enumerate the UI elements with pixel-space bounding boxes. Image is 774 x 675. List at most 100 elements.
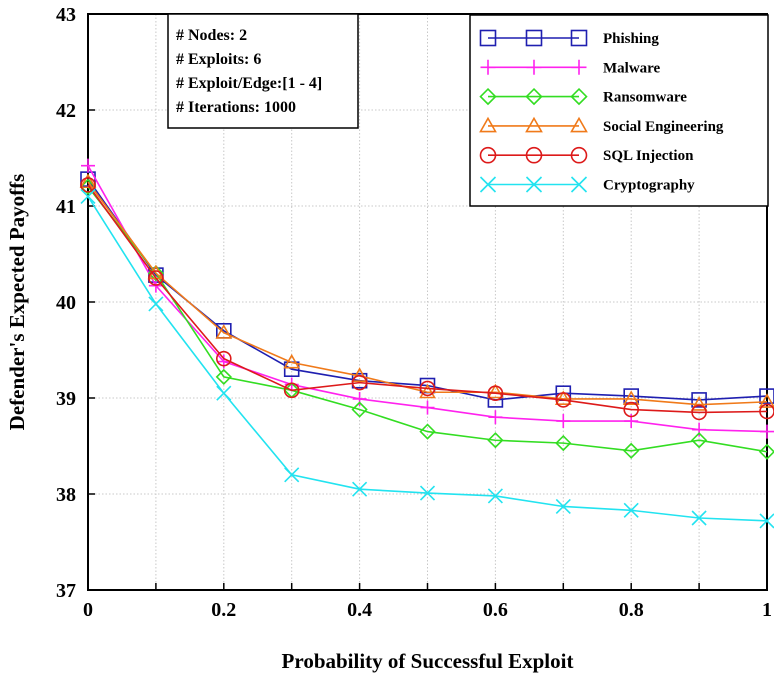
data-point-sql-injection bbox=[148, 270, 164, 286]
legend: Phishing Malware Ransomware Social Engineer… bbox=[469, 14, 769, 207]
legend-marker-cryptography bbox=[525, 176, 543, 193]
series-group bbox=[79, 158, 774, 529]
axis-ticks: 0 0.2 0.4 0.6 0.8 1 37 38 39 40 41 42 43 bbox=[56, 4, 772, 621]
data-point-sql-injection bbox=[283, 382, 300, 399]
data-point-malware bbox=[420, 400, 435, 415]
legend-marker-ransomware bbox=[525, 87, 543, 106]
data-point-ransomware bbox=[419, 423, 436, 440]
legend-marker-social-engineering bbox=[479, 116, 497, 133]
annotation-exploits: # Exploits: 6 bbox=[176, 51, 261, 68]
data-point-social-engineering bbox=[215, 324, 233, 339]
legend-marker-malware bbox=[571, 59, 587, 75]
legend-label-malware: Malware bbox=[603, 60, 661, 76]
data-point-sql-injection bbox=[80, 177, 96, 193]
y-tick-label: 37 bbox=[56, 580, 76, 602]
series-sql-injection bbox=[80, 177, 774, 421]
legend-label-ransomware: Ransomware bbox=[603, 90, 687, 106]
legend-marker-cryptography bbox=[570, 176, 588, 193]
legend-item-sql-injection: SQL Injection bbox=[479, 146, 694, 164]
data-point-cryptography bbox=[148, 296, 164, 312]
x-tick-label: 0.6 bbox=[483, 599, 508, 621]
data-point-cryptography bbox=[691, 510, 707, 526]
data-point-malware bbox=[556, 414, 571, 429]
data-point-phishing bbox=[691, 392, 707, 408]
legend-marker-phishing bbox=[479, 29, 497, 47]
data-point-ransomware bbox=[351, 401, 368, 418]
legend-marker-sql-injection bbox=[479, 146, 497, 164]
data-point-sql-injection bbox=[216, 350, 232, 367]
x-tick-label: 0.4 bbox=[347, 599, 372, 621]
legend-marker-malware bbox=[526, 59, 542, 75]
data-point-cryptography bbox=[419, 485, 436, 501]
legend-item-social-engineering: Social Engineering bbox=[479, 116, 724, 135]
legend-item-ransomware: Ransomware bbox=[479, 87, 687, 106]
x-tick-label: 0.8 bbox=[619, 599, 644, 621]
data-point-cryptography bbox=[352, 481, 368, 497]
legend-marker-ransomware bbox=[570, 87, 588, 106]
data-point-malware bbox=[81, 158, 95, 173]
data-point-malware bbox=[352, 391, 367, 406]
annotation-box: # Nodes: 2 # Exploits: 6 # Exploit/Edge:… bbox=[167, 13, 359, 129]
data-point-cryptography bbox=[284, 467, 300, 483]
data-point-cryptography bbox=[759, 513, 774, 529]
legend-marker-social-engineering bbox=[525, 116, 543, 133]
data-point-ransomware bbox=[758, 443, 774, 460]
y-tick-label: 38 bbox=[56, 484, 76, 506]
data-point-malware bbox=[692, 422, 707, 437]
legend-marker-sql-injection bbox=[525, 146, 543, 164]
data-point-social-engineering bbox=[622, 390, 640, 406]
legend-frame bbox=[469, 14, 769, 207]
series-cryptography bbox=[80, 188, 774, 529]
data-point-social-engineering bbox=[554, 390, 572, 406]
data-point-sql-injection bbox=[691, 404, 707, 421]
data-point-phishing bbox=[759, 388, 774, 404]
data-point-sql-injection bbox=[419, 380, 436, 397]
annotation-nodes: # Nodes: 2 bbox=[176, 27, 247, 44]
legend-marker-social-engineering bbox=[570, 116, 588, 133]
legend-label-cryptography: Cryptography bbox=[603, 178, 695, 194]
data-point-ransomware bbox=[487, 432, 504, 449]
data-point-sql-injection bbox=[759, 403, 774, 420]
data-point-sql-injection bbox=[351, 374, 368, 391]
data-point-social-engineering bbox=[487, 383, 504, 399]
data-point-social-engineering bbox=[283, 353, 301, 369]
legend-marker-sql-injection bbox=[570, 146, 588, 164]
data-point-cryptography bbox=[216, 385, 232, 401]
x-tick-label: 1 bbox=[762, 599, 772, 621]
data-point-cryptography bbox=[80, 188, 96, 204]
legend-label-phishing: Phishing bbox=[603, 31, 659, 47]
data-point-cryptography bbox=[623, 502, 639, 518]
y-tick-label: 42 bbox=[56, 100, 76, 122]
y-tick-label: 41 bbox=[56, 196, 76, 218]
legend-item-malware: Malware bbox=[480, 59, 661, 76]
annotation-exploit-edge: # Exploit/Edge:[1 - 4] bbox=[176, 75, 322, 92]
data-point-social-engineering bbox=[758, 393, 774, 408]
legend-item-phishing: Phishing bbox=[479, 29, 659, 47]
data-point-sql-injection bbox=[555, 392, 572, 408]
data-point-sql-injection bbox=[623, 401, 640, 418]
x-tick-label: 0.2 bbox=[211, 599, 236, 621]
data-point-social-engineering bbox=[79, 173, 97, 189]
x-tick-label: 0 bbox=[83, 599, 93, 621]
y-tick-label: 40 bbox=[56, 292, 76, 314]
legend-marker-phishing bbox=[525, 29, 543, 47]
data-point-ransomware bbox=[690, 432, 708, 449]
legend-marker-cryptography bbox=[479, 176, 497, 193]
series-line-ransomware bbox=[87, 186, 768, 453]
data-point-sql-injection bbox=[487, 385, 504, 402]
x-axis-title: Probability of Successful Exploit bbox=[282, 649, 574, 673]
data-point-social-engineering bbox=[351, 367, 368, 382]
data-point-ransomware bbox=[623, 442, 640, 459]
legend-item-cryptography: Cryptography bbox=[479, 176, 695, 194]
series-line-sql-injection bbox=[87, 184, 768, 414]
data-point-ransomware bbox=[555, 434, 572, 452]
legend-marker-malware bbox=[480, 59, 496, 75]
series-line-social-engineering bbox=[87, 181, 768, 406]
annotation-iterations: # Iterations: 1000 bbox=[176, 99, 296, 116]
legend-marker-ransomware bbox=[479, 87, 497, 106]
data-point-ransomware bbox=[215, 368, 232, 386]
series-line-phishing bbox=[87, 178, 768, 401]
data-point-social-engineering bbox=[690, 396, 708, 411]
annotation-frame bbox=[167, 13, 359, 129]
